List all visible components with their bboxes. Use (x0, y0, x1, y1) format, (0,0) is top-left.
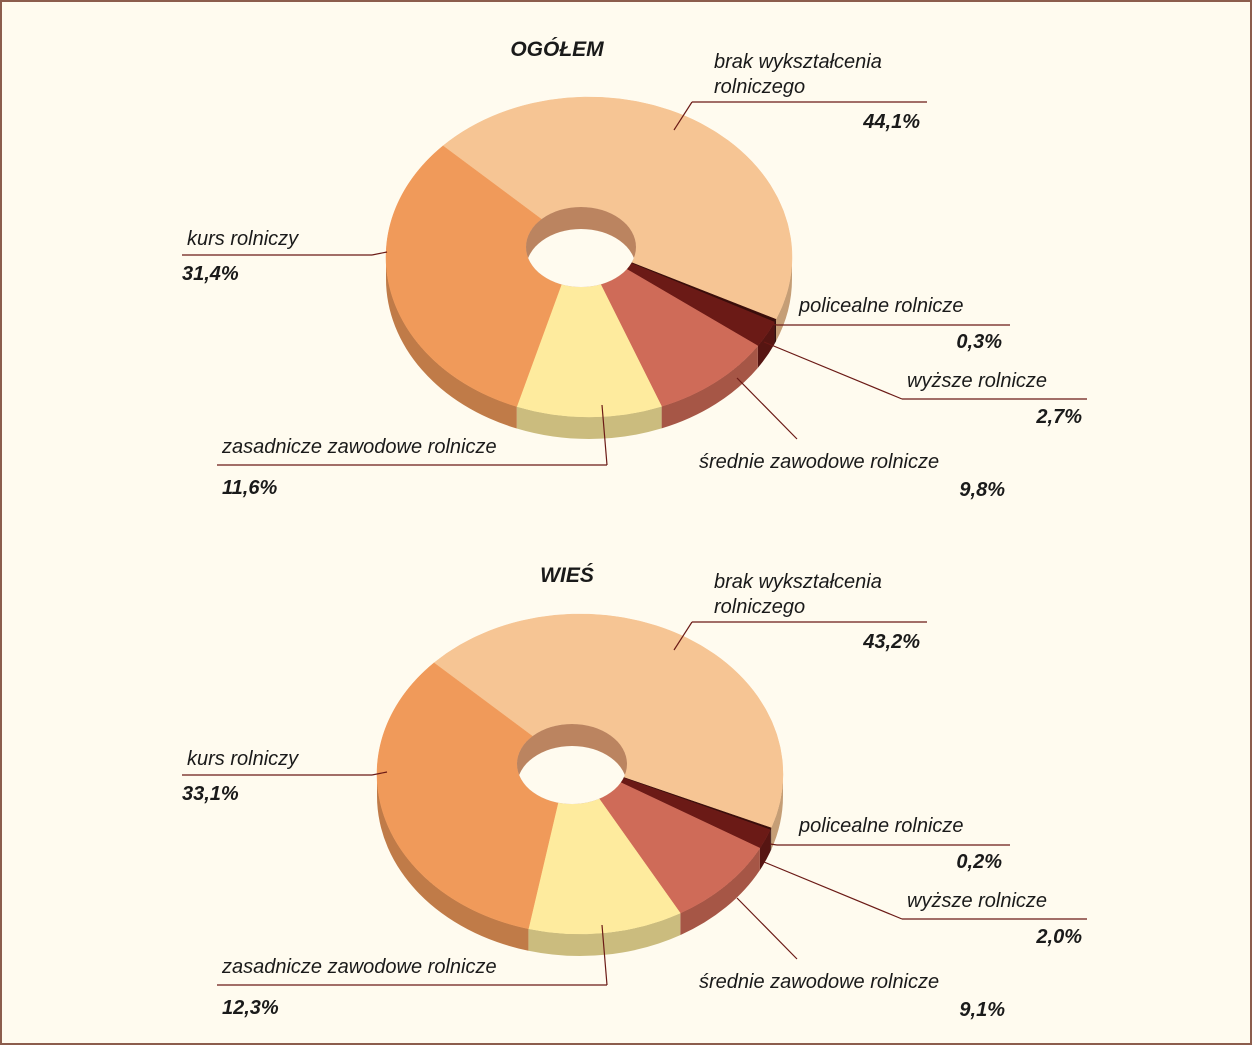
slice-label: średnie zawodowe rolnicze (699, 971, 940, 993)
leader-line (601, 924, 608, 986)
slice-side (528, 913, 681, 957)
leader-line (601, 404, 608, 466)
slice-side (386, 257, 517, 429)
value-label: 11,6% (222, 477, 278, 499)
slice-label: brak wykształcenia rolniczego (714, 51, 882, 98)
slice-label: kurs rolniczy (187, 228, 299, 250)
value-label: 2,7% (1036, 406, 1082, 428)
slice-side (775, 257, 792, 342)
value-label: 2,0% (1036, 926, 1082, 948)
hole (517, 746, 627, 804)
hole (526, 229, 636, 287)
value-label: 43,2% (863, 631, 920, 653)
value-label: 33,1% (182, 783, 239, 805)
slice-label: policealne rolnicze (799, 295, 964, 317)
value-label: 12,3% (222, 997, 279, 1019)
slice-label: brak wykształcenia rolniczego (714, 571, 882, 618)
leader-line (371, 771, 388, 776)
chart-title: OGÓŁEM (510, 38, 604, 61)
slice-label: wyższe rolnicze (907, 890, 1048, 912)
slice-side (771, 774, 783, 850)
leader-line (763, 861, 903, 920)
leader-line (673, 101, 693, 131)
pie-tops (376, 613, 784, 935)
slice-label: wyższe rolnicze (907, 370, 1048, 392)
value-label: 9,8% (959, 479, 1005, 501)
leader-line (736, 377, 798, 440)
slice-side (680, 848, 760, 936)
slice-side (759, 829, 771, 871)
pie (385, 96, 793, 439)
slice-label: zasadnicze zawodowe rolnicze (222, 956, 497, 978)
chart-title: WIEŚ (540, 564, 594, 587)
value-label: 44,1% (863, 111, 920, 133)
slice-label: kurs rolniczy (187, 748, 299, 770)
leader-line (763, 341, 903, 400)
value-label: 0,3% (956, 331, 1002, 353)
leader-line (673, 621, 693, 651)
slice-label: średnie zawodowe rolnicze (699, 451, 940, 473)
pie-tops (385, 96, 793, 418)
leader-line (769, 843, 778, 846)
leader-line (736, 897, 798, 960)
pie (376, 613, 784, 957)
slice-label: policealne rolnicze (799, 815, 964, 837)
slice-label: zasadnicze zawodowe rolnicze (222, 436, 497, 458)
value-label: 0,2% (956, 851, 1002, 873)
value-label: 9,1% (959, 999, 1005, 1021)
slice-side (757, 322, 775, 368)
slice-side (661, 345, 758, 429)
slice-side (770, 827, 772, 852)
slice-side (377, 774, 529, 951)
value-label: 31,4% (182, 263, 239, 285)
pie-sides (377, 774, 783, 957)
slice-side (774, 319, 776, 345)
leader-line (371, 251, 388, 256)
leader-line (769, 323, 778, 326)
slice (433, 613, 784, 829)
